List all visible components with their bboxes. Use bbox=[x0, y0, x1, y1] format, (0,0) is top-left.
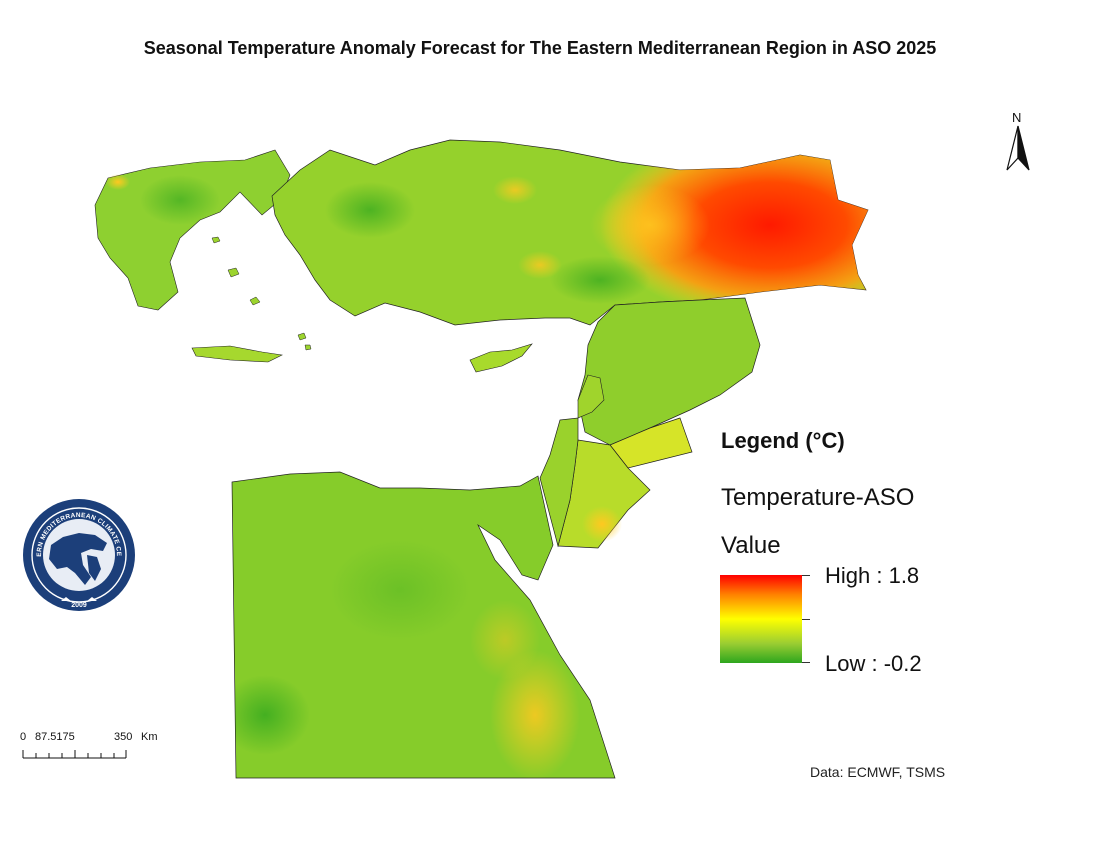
lebanon bbox=[577, 374, 605, 419]
map-title: Seasonal Temperature Anomaly Forecast fo… bbox=[143, 38, 937, 58]
crete bbox=[191, 345, 283, 363]
legend-heading: Legend (°C) bbox=[721, 428, 845, 453]
scale-tick-0: 0 bbox=[20, 731, 27, 743]
north-arrow-icon bbox=[1006, 125, 1030, 171]
climate-centre-logo: EASTERN MEDITERRANEAN CLIMATE CENTRE 200… bbox=[21, 497, 135, 611]
legend-color-ramp bbox=[720, 575, 802, 663]
scale-tick-2: 350 bbox=[114, 731, 133, 743]
data-source: Data: ECMWF, TSMS bbox=[810, 764, 946, 780]
north-label: N bbox=[1012, 110, 1022, 125]
greece-warm-patch bbox=[106, 174, 130, 190]
legend-high-label: High : 1.8 bbox=[825, 563, 920, 588]
scale-tick-1: 87.5175 bbox=[35, 731, 75, 743]
greece-landmass bbox=[94, 149, 291, 311]
scale-bar bbox=[22, 750, 127, 759]
legend-low-label: Low : -0.2 bbox=[825, 651, 922, 676]
scale-unit: Km bbox=[141, 731, 158, 743]
legend-tick-high bbox=[802, 575, 810, 576]
greece-green-patch bbox=[140, 175, 220, 225]
legend-tick-low bbox=[802, 662, 810, 663]
legend-layer-name: Temperature-ASO bbox=[721, 484, 915, 511]
legend-tick-mid bbox=[802, 619, 810, 620]
logo-year: 2009 bbox=[71, 602, 87, 609]
syria bbox=[577, 297, 761, 446]
legend-field-name: Value bbox=[721, 532, 781, 559]
cyprus bbox=[469, 343, 533, 373]
israel-palestine bbox=[539, 417, 579, 548]
aegean-islands bbox=[211, 236, 312, 351]
jordan-warm-patch bbox=[582, 506, 622, 542]
